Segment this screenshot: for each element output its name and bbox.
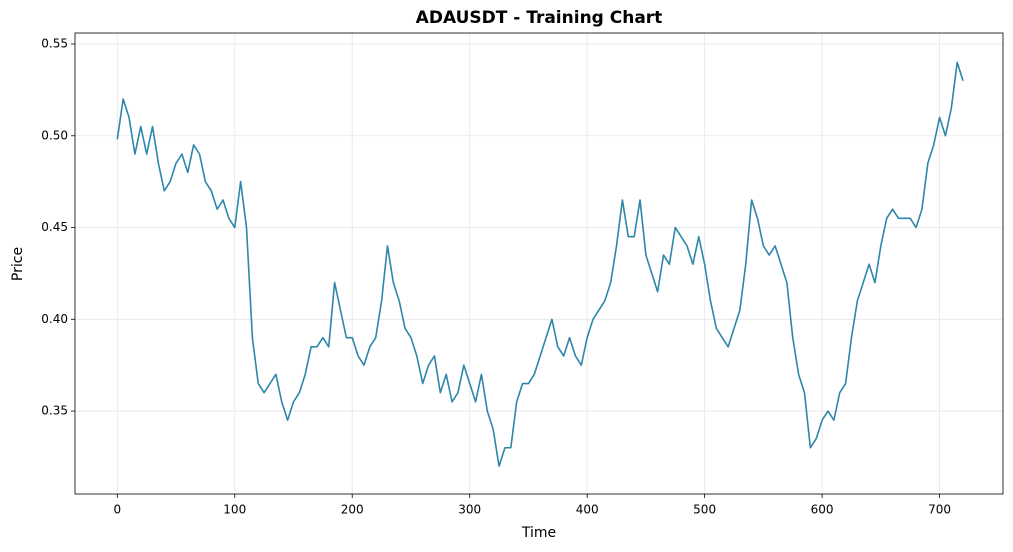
x-axis-label: Time xyxy=(521,525,556,541)
y-tick-label: 0.35 xyxy=(41,404,68,418)
x-tick-label: 500 xyxy=(693,503,716,517)
x-tick-label: 600 xyxy=(811,503,834,517)
y-tick-label: 0.55 xyxy=(41,37,68,51)
x-tick-label: 700 xyxy=(928,503,951,517)
data-line xyxy=(116,61,964,467)
chart-title: ADAUSDT - Training Chart xyxy=(416,8,663,28)
plot-frame xyxy=(74,32,1004,495)
y-tick-label: 0.50 xyxy=(41,128,68,142)
x-tick-label: 400 xyxy=(576,503,599,517)
x-tick-label: 100 xyxy=(223,503,246,517)
y-axis-label: Price xyxy=(10,247,26,281)
y-tick-label: 0.45 xyxy=(41,220,68,234)
y-tick-label: 0.40 xyxy=(41,312,68,326)
x-tick-label: 0 xyxy=(113,503,121,517)
x-tick-label: 200 xyxy=(341,503,364,517)
x-tick-label: 300 xyxy=(458,503,481,517)
